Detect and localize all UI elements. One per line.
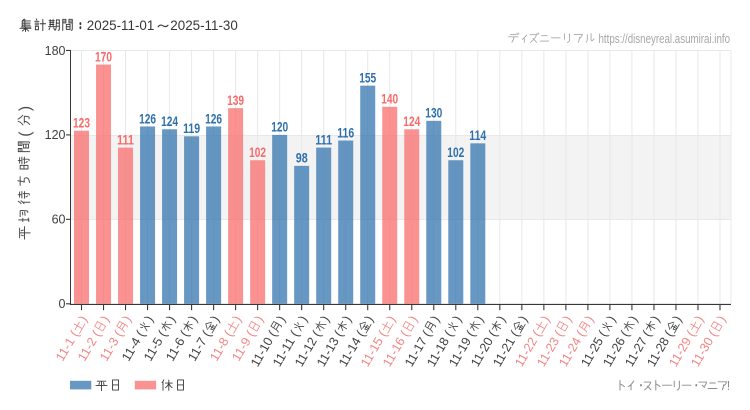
svg-text:102: 102 <box>447 144 464 160</box>
svg-text:!: ! <box>727 379 731 393</box>
svg-text:): ) <box>692 313 706 324</box>
svg-text:): ) <box>98 313 112 324</box>
svg-text:111: 111 <box>315 131 332 147</box>
svg-text:114: 114 <box>469 127 486 143</box>
svg-text:): ) <box>230 313 244 324</box>
svg-text:(: ( <box>17 131 34 137</box>
svg-text:120: 120 <box>271 119 288 135</box>
svg-text:): ) <box>450 313 464 324</box>
svg-text:): ) <box>626 313 640 324</box>
svg-text:): ) <box>296 313 310 324</box>
svg-text:116: 116 <box>337 124 354 140</box>
svg-text:123: 123 <box>73 115 90 131</box>
svg-text:102: 102 <box>249 144 266 160</box>
svg-text:): ) <box>582 313 596 324</box>
svg-text:120: 120 <box>45 128 66 142</box>
svg-text:): ) <box>670 313 684 324</box>
svg-text:124: 124 <box>161 113 178 129</box>
svg-text:): ) <box>516 313 530 324</box>
svg-text:): ) <box>186 313 200 324</box>
svg-text:0: 0 <box>59 297 66 311</box>
svg-text:): ) <box>208 313 222 324</box>
svg-text:): ) <box>252 313 266 324</box>
svg-text:): ) <box>494 313 508 324</box>
svg-text:): ) <box>714 313 728 324</box>
svg-text:140: 140 <box>381 91 398 107</box>
svg-text:180: 180 <box>45 44 66 58</box>
svg-text:): ) <box>648 313 662 324</box>
svg-text:126: 126 <box>139 110 156 126</box>
svg-text:124: 124 <box>403 113 420 129</box>
svg-text:119: 119 <box>183 120 200 136</box>
svg-text:111: 111 <box>117 131 134 147</box>
svg-text:): ) <box>406 313 420 324</box>
svg-text:): ) <box>76 313 90 324</box>
svg-text:130: 130 <box>425 105 442 121</box>
svg-text:): ) <box>472 313 486 324</box>
svg-text:2025-11-01: 2025-11-01 <box>87 17 155 33</box>
svg-text:): ) <box>120 313 134 324</box>
svg-text:): ) <box>538 313 552 324</box>
svg-text:): ) <box>17 106 34 111</box>
svg-text:): ) <box>142 313 156 324</box>
svg-text:): ) <box>604 313 618 324</box>
svg-text:): ) <box>340 313 354 324</box>
svg-text:): ) <box>428 313 442 324</box>
svg-text:126: 126 <box>205 110 222 126</box>
svg-text:): ) <box>362 313 376 324</box>
svg-text:139: 139 <box>227 92 244 108</box>
svg-text:155: 155 <box>359 69 376 85</box>
svg-text:): ) <box>384 313 398 324</box>
svg-text:98: 98 <box>296 150 308 166</box>
svg-text:): ) <box>560 313 574 324</box>
svg-text:60: 60 <box>52 213 66 227</box>
svg-text:): ) <box>274 313 288 324</box>
svg-text:): ) <box>164 313 178 324</box>
svg-text:https://disneyreal.asumirai.in: https://disneyreal.asumirai.info <box>599 32 731 46</box>
svg-text:170: 170 <box>95 48 112 64</box>
svg-text:2025-11-30: 2025-11-30 <box>170 17 238 33</box>
svg-text:): ) <box>318 313 332 324</box>
